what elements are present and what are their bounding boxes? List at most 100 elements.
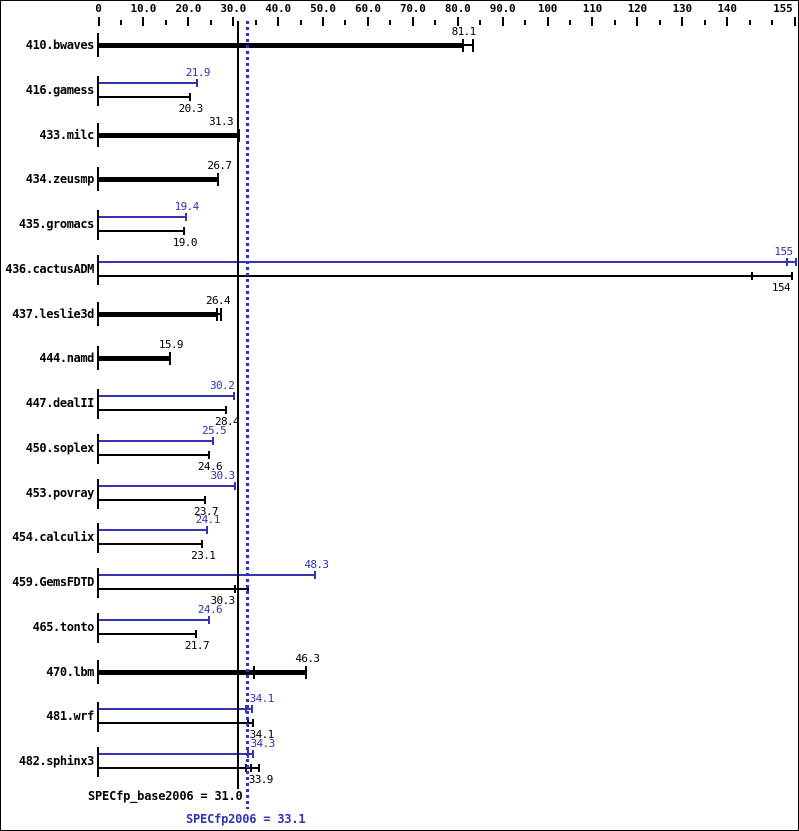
benchmark-label: 434.zeusmp xyxy=(25,172,95,186)
x-axis: 0 10.0 20.0 30.0 40.0 50.0 60.0 70.0 80.0 90.0 100… xyxy=(1,1,798,33)
run-tick xyxy=(205,526,208,534)
axis-minor-tick xyxy=(119,20,122,25)
value-label: 24.6 xyxy=(197,460,223,473)
axis-tick-label: 130 xyxy=(672,2,692,15)
run-tick xyxy=(212,437,214,445)
result-bar xyxy=(99,275,792,277)
run-tick xyxy=(233,585,236,593)
run-tick xyxy=(203,496,206,504)
result-bar xyxy=(99,499,205,501)
value-label: 20.3 xyxy=(178,102,204,115)
value-label: 81.1 xyxy=(451,25,477,38)
value-label: 30.3 xyxy=(210,469,235,482)
run-tick xyxy=(194,630,197,638)
value-label: 24.1 xyxy=(195,513,221,526)
run-tick xyxy=(216,308,219,321)
value-label: 34.3 xyxy=(250,737,276,750)
axis-major-tick xyxy=(591,17,594,26)
value-label: 30.2 xyxy=(210,379,235,392)
axis-major-tick xyxy=(366,17,369,26)
axis-minor-tick xyxy=(771,20,774,25)
result-bar xyxy=(99,753,253,755)
footer-base-label: SPECfp_base2006 = 31.0 xyxy=(88,789,243,803)
result-bar xyxy=(99,409,227,411)
run-tick xyxy=(305,666,308,679)
axis-tick-label: 60.0 xyxy=(355,2,381,15)
run-tick xyxy=(471,39,474,52)
axis-tick-label: 70.0 xyxy=(399,2,426,15)
axis-tick-label: 100 xyxy=(537,2,558,15)
axis-major-tick xyxy=(232,17,235,26)
run-tick xyxy=(217,173,220,186)
run-tick xyxy=(251,750,254,758)
axis-minor-tick xyxy=(479,20,482,25)
value-label: 31.3 xyxy=(208,115,234,128)
row-axis-baseline xyxy=(97,167,99,191)
run-tick xyxy=(201,540,204,548)
result-bar xyxy=(99,133,240,138)
benchmark-label: 481.wrf xyxy=(46,709,94,723)
axis-tick-label: 80.0 xyxy=(444,2,471,15)
row-axis-baseline xyxy=(97,389,99,419)
row-axis-baseline xyxy=(97,568,99,598)
run-tick xyxy=(184,213,187,221)
run-tick xyxy=(182,227,185,235)
row-axis-baseline xyxy=(97,660,99,684)
axis-tick-label: 30.0 xyxy=(220,2,247,15)
value-label: 25.5 xyxy=(201,424,227,437)
run-tick xyxy=(751,272,754,280)
row-axis-baseline xyxy=(97,523,99,553)
run-tick xyxy=(461,39,464,52)
axis-minor-tick xyxy=(613,20,616,25)
row-axis-baseline xyxy=(97,613,99,643)
axis-tick-label: 155 xyxy=(773,2,793,15)
run-tick xyxy=(786,258,789,266)
run-tick xyxy=(233,392,236,400)
run-tick xyxy=(249,764,252,772)
result-bar xyxy=(99,619,209,621)
benchmark-label: 444.namd xyxy=(39,351,94,365)
run-tick xyxy=(790,272,793,280)
axis-major-tick xyxy=(636,17,639,26)
value-label: 23.7 xyxy=(193,505,219,518)
run-tick xyxy=(258,764,261,772)
axis-tick-label: 40.0 xyxy=(265,2,291,15)
axis-minor-tick xyxy=(703,20,706,25)
axis-major-tick xyxy=(793,17,796,26)
axis-tick-label: 20.0 xyxy=(175,2,202,15)
axis-minor-tick xyxy=(344,20,347,25)
result-bar xyxy=(99,529,207,531)
result-bar xyxy=(99,96,190,98)
value-label: 46.3 xyxy=(295,652,320,665)
benchmark-label: 459.GemsFDTD xyxy=(12,575,94,589)
axis-major-tick xyxy=(322,17,325,26)
value-label: 33.9 xyxy=(248,773,274,786)
run-tick xyxy=(794,258,797,266)
axis-major-tick xyxy=(411,17,414,26)
row-axis-baseline xyxy=(97,747,99,777)
axis-major-tick xyxy=(142,17,145,26)
value-label: 155 xyxy=(774,245,793,258)
axis-major-tick xyxy=(456,17,459,26)
run-tick xyxy=(251,719,254,727)
axis-minor-tick xyxy=(748,20,751,25)
benchmark-label: 450.soplex xyxy=(25,441,95,455)
axis-tick-label: 120 xyxy=(627,2,647,15)
value-label: 26.4 xyxy=(205,294,231,307)
value-label: 21.9 xyxy=(185,66,211,79)
result-bar xyxy=(99,633,196,635)
value-label: 48.3 xyxy=(304,558,329,571)
benchmark-label: 454.calculix xyxy=(12,530,94,544)
result-bar xyxy=(99,230,184,232)
benchmark-label: 470.lbm xyxy=(46,665,94,679)
result-bar xyxy=(99,543,203,545)
result-bar xyxy=(99,440,213,442)
run-tick xyxy=(233,482,236,490)
result-bar xyxy=(99,722,253,724)
axis-tick-label: 50.0 xyxy=(310,2,336,15)
run-tick xyxy=(252,666,255,679)
row-axis-baseline xyxy=(97,210,99,240)
row-axis-baseline xyxy=(97,302,99,326)
axis-minor-tick xyxy=(164,20,167,25)
value-label: 34.1 xyxy=(249,728,275,741)
